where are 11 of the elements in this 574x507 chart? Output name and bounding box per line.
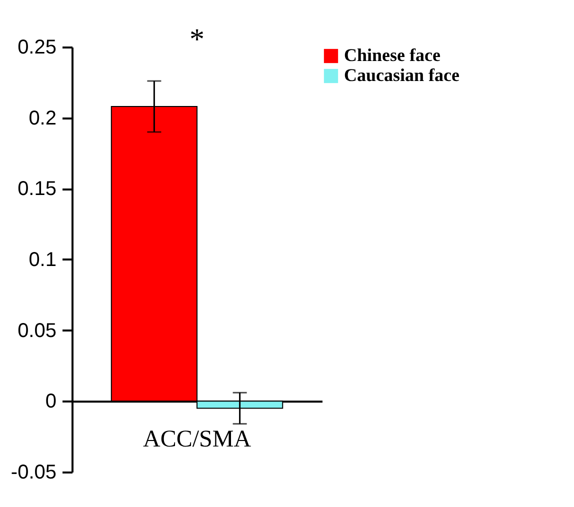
annotation: * xyxy=(190,23,204,56)
legend-label: Chinese face xyxy=(344,45,440,65)
y-tick-label: -0.05 xyxy=(10,462,56,484)
y-tick-label: 0.25 xyxy=(18,36,56,58)
legend-label: Caucasian face xyxy=(344,65,460,85)
y-tick-label: 0.15 xyxy=(18,178,56,200)
y-tick-label: 0.2 xyxy=(28,107,56,130)
y-tick-label: 0.05 xyxy=(18,320,56,342)
x-tick-label: ACC/SMA xyxy=(142,426,252,453)
y-tick-label: 0 xyxy=(45,390,56,413)
y-tick-label: 0.1 xyxy=(28,249,56,271)
